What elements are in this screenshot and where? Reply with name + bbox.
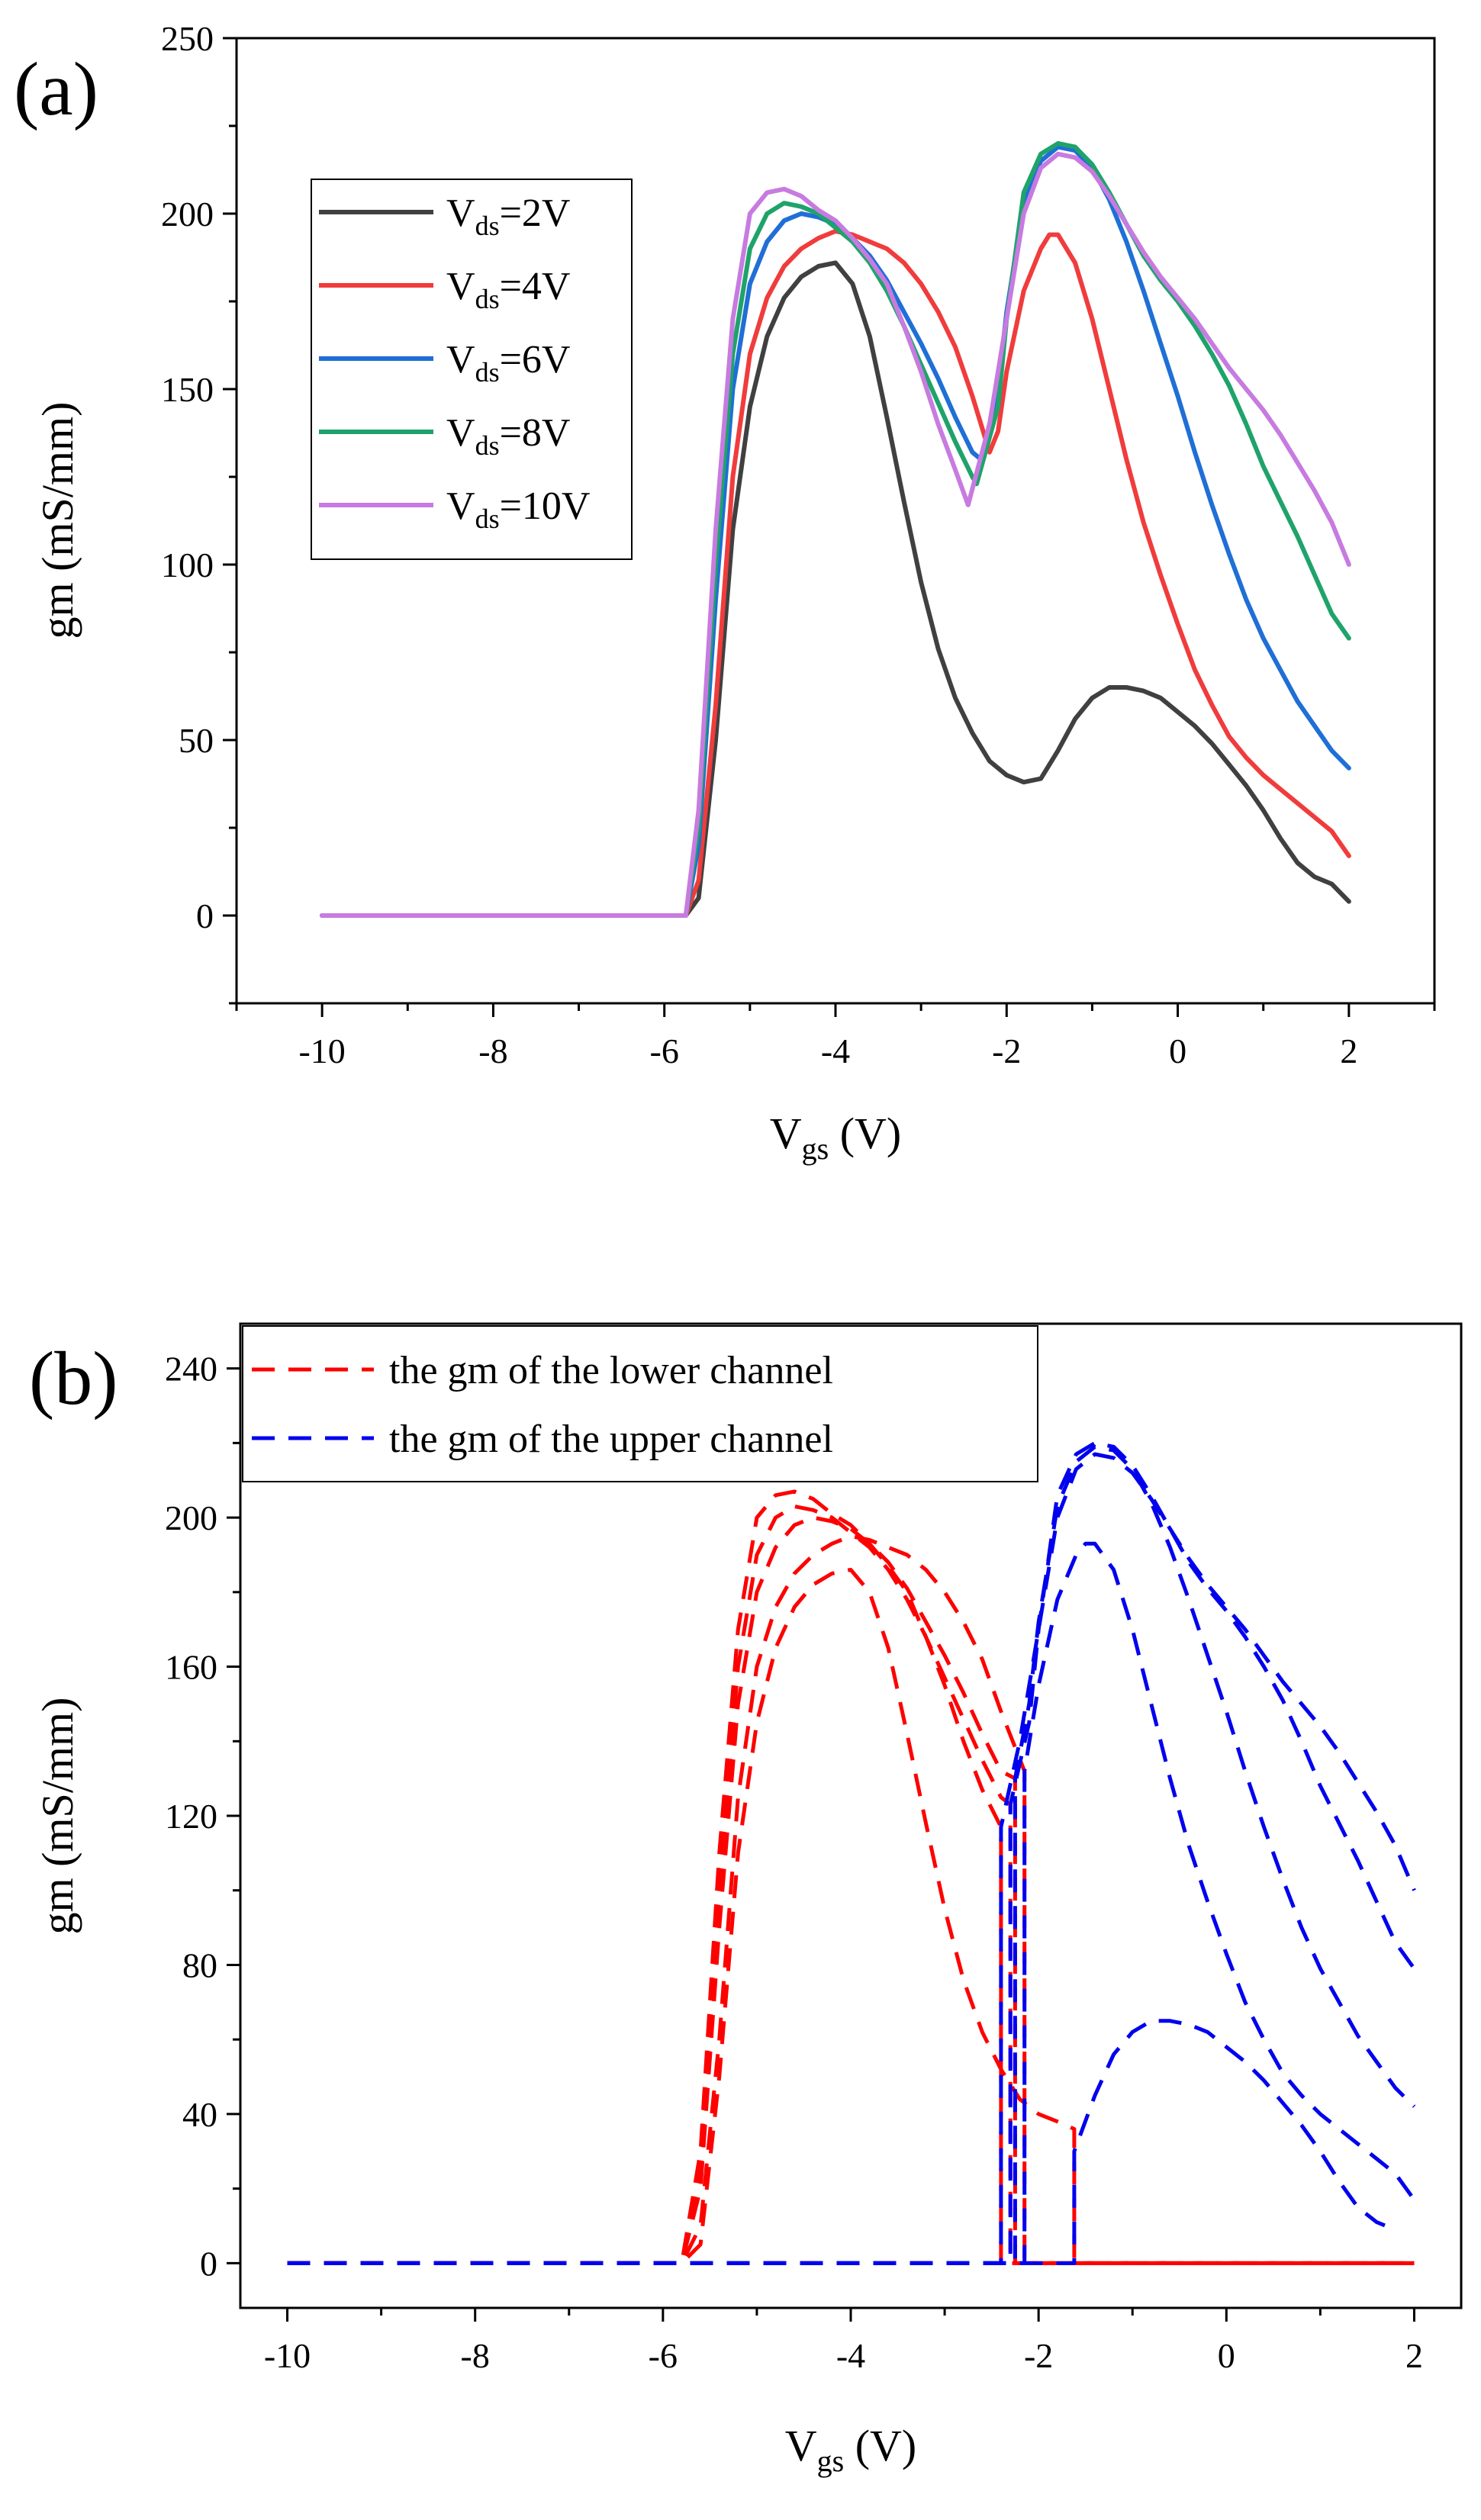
y-tick-label: 120	[165, 1797, 217, 1836]
panel-a-x-ticks: -10 -8 -6 -4 -2 0 2	[235, 1003, 1436, 1070]
panel-a-y-ticks: 0 50 100 150 200 250	[161, 19, 237, 1005]
legend-label: Vds=10V	[446, 484, 590, 534]
legend-label: the gm of the lower channel	[389, 1349, 833, 1392]
panel-b-y-ticks: 0 40 80 120 160 200 240	[165, 1350, 240, 2283]
panel-a-y-axis-title: gm (mS/mm)	[33, 402, 82, 639]
y-tick-label: 150	[161, 370, 214, 409]
x-tick-label: -4	[821, 1031, 850, 1070]
series-line-lower-vds-10v	[287, 1489, 1415, 2265]
series-line-vds-8v	[320, 141, 1351, 918]
x-tick-label: -8	[461, 2336, 490, 2375]
y-tick-label: 250	[161, 19, 214, 58]
series-line-upper-vds-2v	[287, 2019, 1396, 2265]
panel-b-legend-box	[242, 1325, 1038, 1482]
y-tick-label: 80	[182, 1946, 217, 1984]
x-tick-label: 0	[1169, 1031, 1186, 1070]
y-tick-label: 50	[179, 721, 214, 760]
series-line-vds-2v	[320, 260, 1351, 918]
panel-a-legend: Vds=2V Vds=4V Vds=6V Vds=8V Vds=10V	[311, 179, 633, 560]
panel-a-series	[320, 141, 1351, 918]
legend-label: the gm of the upper channel	[389, 1418, 833, 1461]
x-tick-label: 2	[1405, 2336, 1423, 2375]
x-tick-label: -8	[478, 1031, 507, 1070]
series-line-lower-vds-8v	[287, 1504, 1415, 2265]
x-tick-label: -6	[650, 1031, 679, 1070]
y-tick-label: 0	[200, 2244, 217, 2283]
x-tick-label: -2	[1024, 2336, 1053, 2375]
series-line-upper-vds-10v	[287, 1452, 1416, 2265]
legend-label: Vds=4V	[446, 265, 570, 314]
x-tick-label: 2	[1340, 1031, 1357, 1070]
x-tick-label: 0	[1218, 2336, 1235, 2375]
series-line-lower-vds-4v	[287, 1534, 1415, 2265]
panel-b-y-axis-title: gm (mS/mm)	[33, 1698, 82, 1935]
y-tick-label: 200	[165, 1498, 217, 1537]
series-line-vds-10v	[320, 151, 1351, 918]
x-tick-label: -2	[992, 1031, 1021, 1070]
panel-b-x-axis-title: Vgs (V)	[785, 2421, 916, 2478]
legend-label: Vds=2V	[446, 191, 570, 241]
y-tick-label: 200	[161, 195, 214, 233]
panel-b-x-ticks: -10 -8 -6 -4 -2 0 2	[264, 2308, 1423, 2375]
panel-b-label: (b)	[29, 1336, 118, 1421]
panel-a-label: (a)	[14, 47, 98, 131]
y-tick-label: 40	[182, 2095, 217, 2134]
panel-b-legend: the gm of the lower channel the gm of the…	[242, 1325, 1038, 1482]
series-line-upper-vds-8v	[287, 1440, 1416, 2265]
y-tick-label: 100	[161, 546, 214, 584]
x-tick-label: -6	[649, 2336, 678, 2375]
series-line-vds-4v	[320, 229, 1351, 918]
panel-b-series	[287, 1440, 1416, 2265]
y-tick-label: 0	[196, 896, 214, 935]
x-tick-label: -10	[264, 2336, 311, 2375]
legend-label: Vds=6V	[446, 338, 570, 388]
panel-a-legend-box	[311, 179, 633, 560]
x-tick-label: -4	[836, 2336, 865, 2375]
legend-label: Vds=8V	[446, 411, 570, 461]
y-tick-label: 240	[165, 1350, 217, 1389]
y-tick-label: 160	[165, 1648, 217, 1687]
x-tick-label: -10	[298, 1031, 345, 1070]
panel-a: (a) -10 -8 -6 -4 -2 0 2 0 50 100 150 200 250 gm (mS…	[14, 19, 1436, 1166]
series-line-lower-vds-2v	[287, 1568, 1415, 2265]
series-line-lower-vds-6v	[287, 1515, 1415, 2265]
panel-a-x-axis-title: Vgs (V)	[770, 1109, 901, 1166]
series-line-upper-vds-4v	[287, 1541, 1416, 2265]
